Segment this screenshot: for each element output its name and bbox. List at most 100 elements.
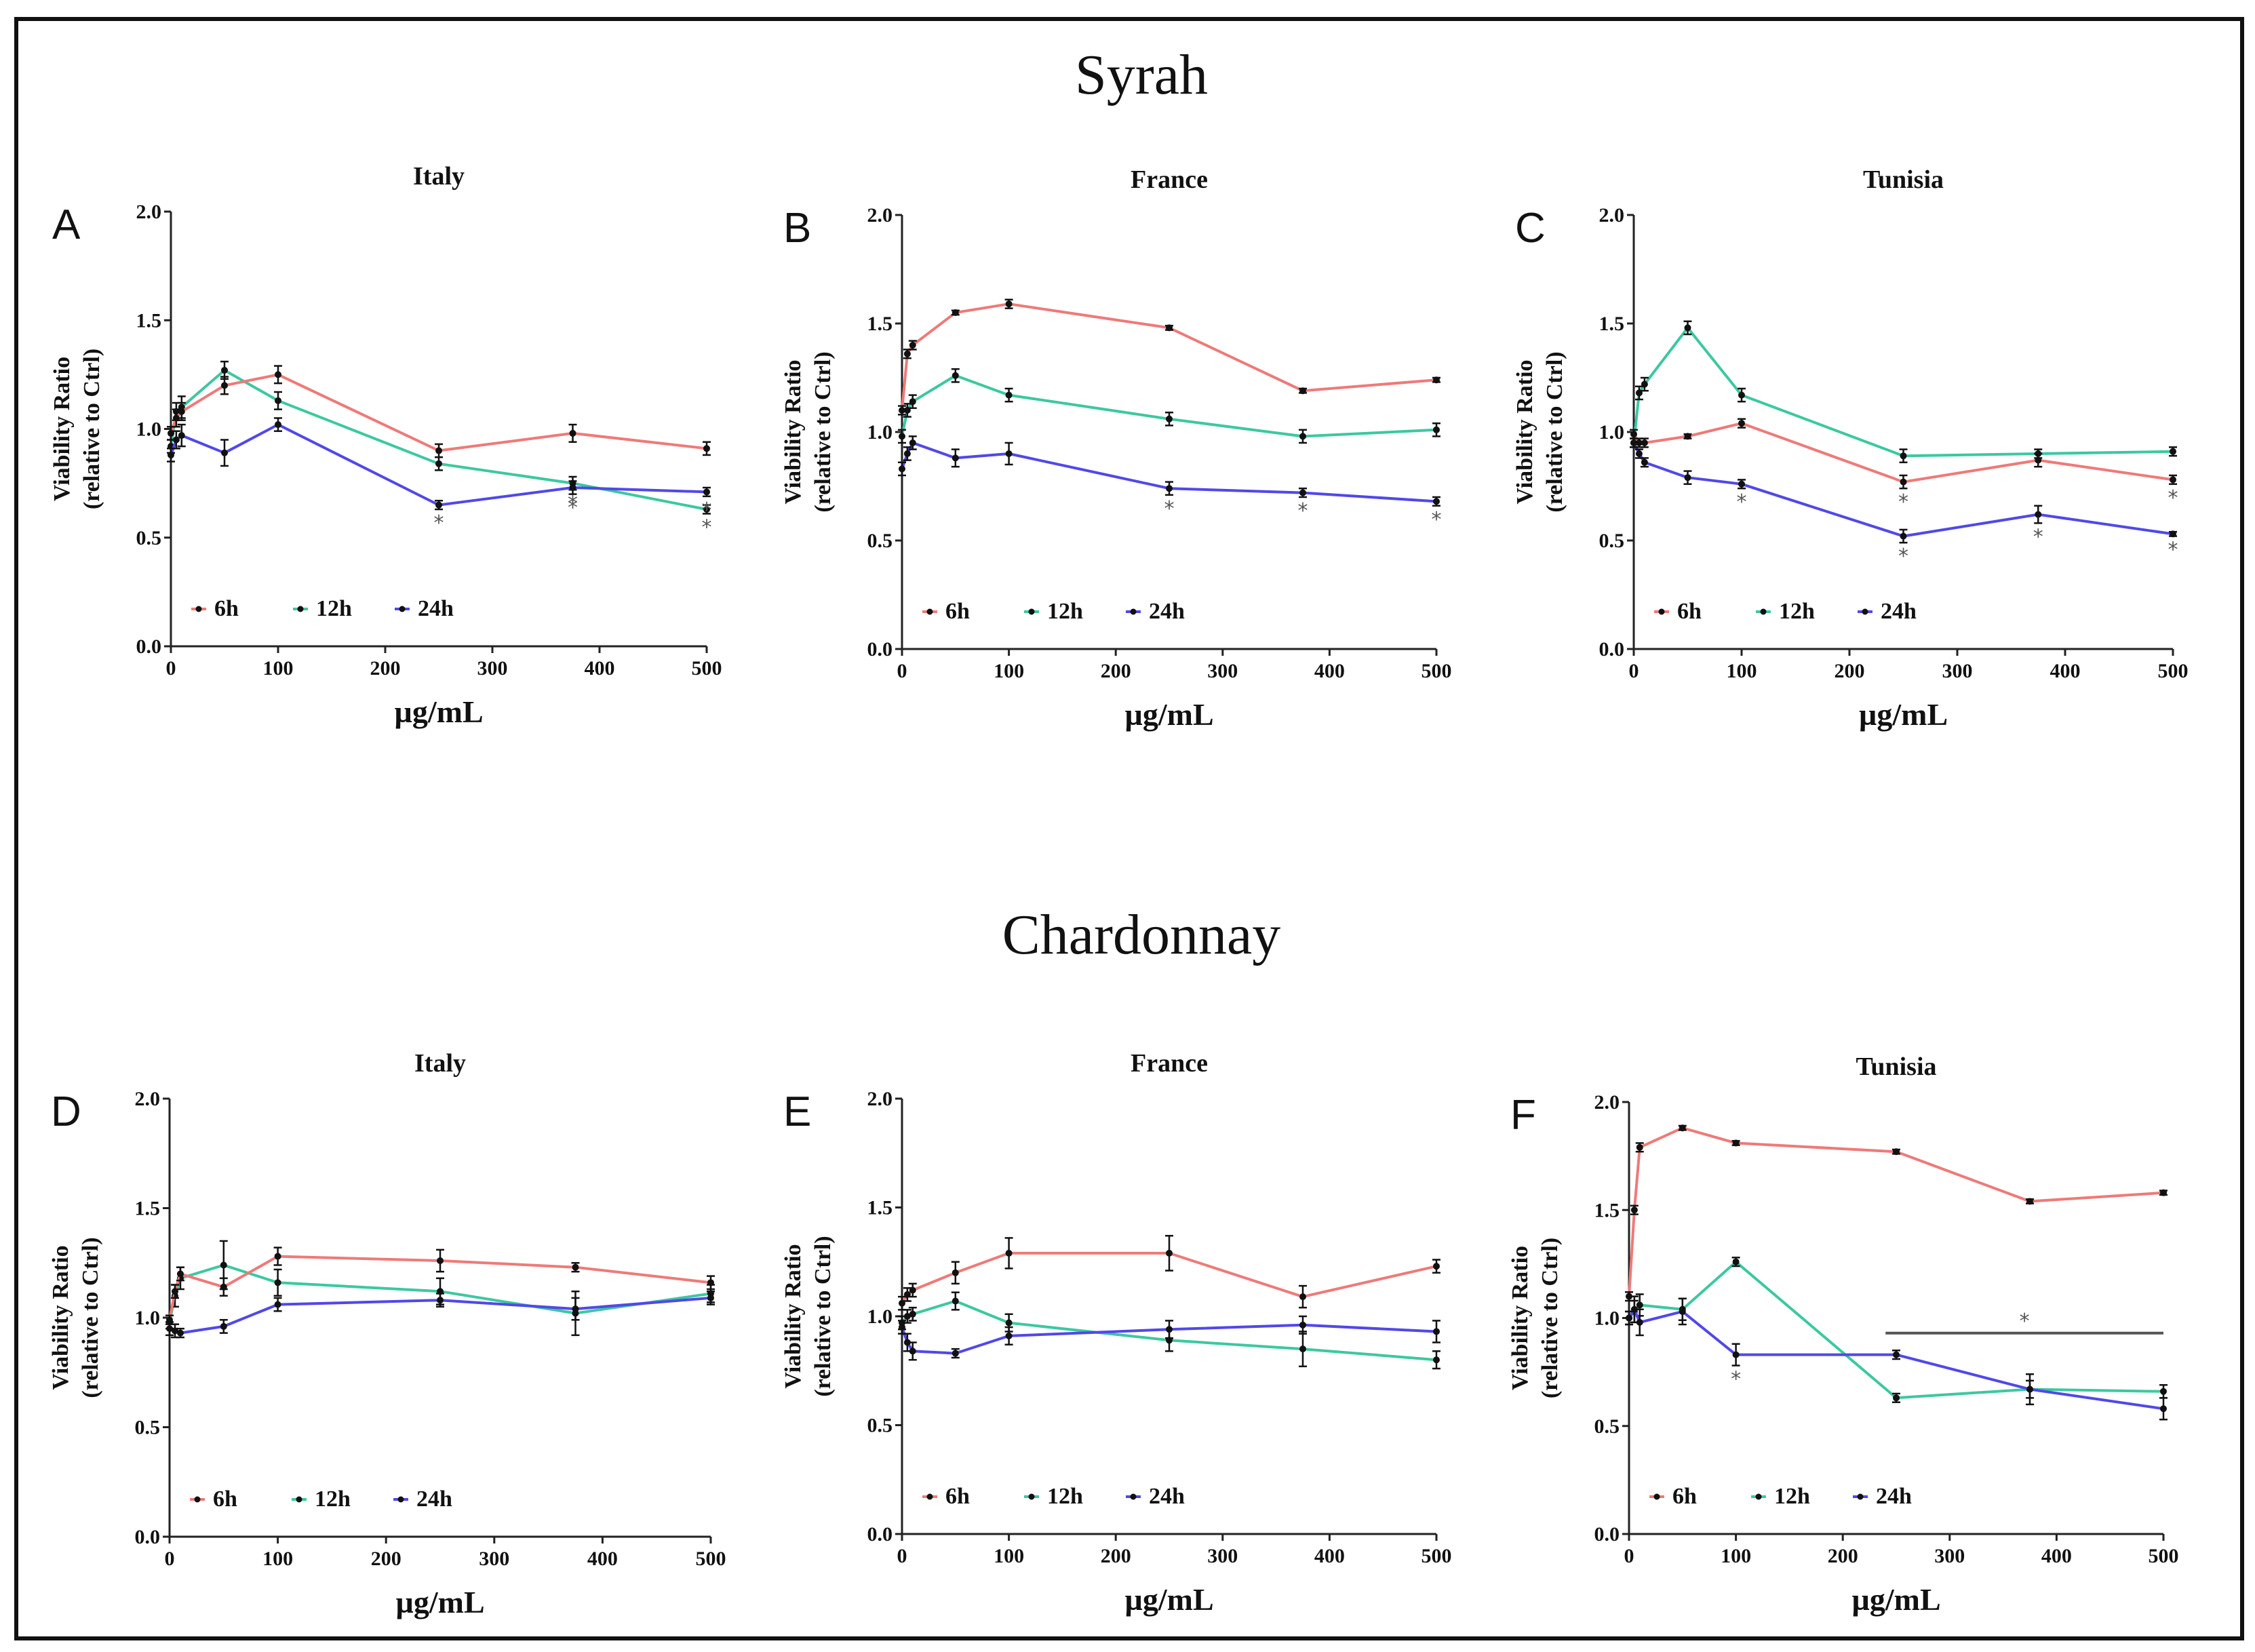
data-point-12h <box>1433 426 1440 433</box>
y-tick-label: 1.5 <box>1599 313 1625 335</box>
legend-marker <box>195 606 202 612</box>
data-point-24h <box>903 1339 911 1346</box>
y-tick-label: 2.0 <box>136 201 162 223</box>
data-point-6h <box>178 408 185 415</box>
x-tick-label: 200 <box>1101 1545 1131 1567</box>
panel-d: D Italy 0.0 0.5 1.0 1.5 2.0 0 100 200 300 400 500 µg/… <box>48 1049 726 1619</box>
data-point-6h <box>2160 1189 2167 1196</box>
y-tick-label: 0.5 <box>867 530 893 552</box>
section-title-chardonnay: Chardonnay <box>1002 903 1281 966</box>
legend-marker <box>1130 608 1137 615</box>
data-point-6h <box>1641 439 1648 446</box>
y-tick-label: 1.5 <box>1594 1199 1620 1221</box>
y-tick-label: 0.0 <box>867 1523 893 1546</box>
data-point-12h <box>1732 1258 1740 1265</box>
x-tick-label: 400 <box>1314 1545 1345 1567</box>
x-axis-label: µg/mL <box>1124 1582 1213 1617</box>
data-point-24h <box>909 439 916 446</box>
data-point-24h <box>220 1322 227 1330</box>
legend-label-6h: 6h <box>945 599 970 624</box>
data-point-12h <box>2160 1388 2167 1395</box>
data-point-12h <box>1433 1356 1440 1364</box>
x-tick-label: 400 <box>1314 660 1345 682</box>
x-tick-label: 500 <box>2158 660 2189 682</box>
panel-letter: F <box>1510 1092 1536 1139</box>
legend-label-24h: 24h <box>1876 1484 1912 1509</box>
x-tick-label: 300 <box>479 1548 509 1570</box>
data-point-12h <box>1738 391 1745 399</box>
significance-star: * <box>2033 525 2043 549</box>
x-tick-label: 500 <box>1421 660 1452 682</box>
data-point-24h <box>1299 489 1306 496</box>
data-point-6h <box>1630 1206 1638 1214</box>
data-point-12h <box>899 433 905 440</box>
data-point-24h <box>435 501 442 509</box>
legend-marker <box>296 1496 302 1503</box>
data-point-24h <box>899 465 905 473</box>
data-point-6h <box>899 407 905 414</box>
data-point-24h <box>168 451 174 458</box>
x-tick-label: 500 <box>1421 1545 1452 1567</box>
y-tick-label: 2.0 <box>1594 1091 1620 1114</box>
panel-title: Tunisia <box>1863 165 1944 194</box>
data-point-6h <box>2026 1198 2033 1205</box>
x-tick-label: 300 <box>1942 660 1973 682</box>
legend-label-6h: 6h <box>1672 1484 1697 1509</box>
y-tick-label: 0.5 <box>1599 530 1625 552</box>
x-tick-label: 100 <box>994 1545 1024 1567</box>
significance-bracket-label: * <box>2020 1310 2030 1333</box>
y-tick-label: 0.0 <box>1599 638 1625 661</box>
legend-label-24h: 24h <box>1149 599 1185 624</box>
x-axis-label: µg/mL <box>395 1585 484 1619</box>
data-point-12h <box>1893 1394 1900 1402</box>
data-point-24h <box>275 421 281 429</box>
data-point-6h <box>1433 1263 1440 1270</box>
y-axis-label: (relative to Ctrl) <box>79 349 104 509</box>
data-point-6h <box>437 1257 444 1265</box>
x-tick-label: 400 <box>2041 1545 2072 1567</box>
data-point-6h <box>703 445 710 452</box>
data-point-24h <box>1433 1328 1440 1335</box>
y-axis-label: Viability Ratio <box>1512 359 1537 504</box>
legend-marker <box>194 1496 201 1503</box>
legend-label-12h: 12h <box>1047 599 1083 624</box>
data-point-6h <box>909 342 916 349</box>
data-point-6h <box>1738 420 1745 427</box>
x-tick-label: 0 <box>165 1548 175 1570</box>
data-point-24h <box>1626 1314 1632 1322</box>
panel-title: Tunisia <box>1856 1053 1936 1081</box>
section-title-syrah: Syrah <box>1075 43 1208 106</box>
legend-marker <box>1653 1493 1660 1500</box>
legend-label-24h: 24h <box>416 1487 452 1512</box>
y-tick-label: 0.5 <box>1594 1415 1620 1438</box>
data-point-6h <box>1626 1293 1632 1300</box>
y-axis-label: Viability Ratio <box>1508 1246 1533 1390</box>
legend-marker <box>1857 1493 1864 1500</box>
data-point-12h <box>1900 452 1907 460</box>
data-point-6h <box>1005 1249 1013 1257</box>
panel-title: Italy <box>414 1049 466 1078</box>
data-point-24h <box>2026 1385 2033 1393</box>
y-tick-label: 1.0 <box>136 418 162 441</box>
y-tick-label: 1.0 <box>1599 421 1625 444</box>
x-tick-label: 200 <box>1835 660 1865 682</box>
legend-marker <box>1760 608 1767 615</box>
y-axis-label: (relative to Ctrl) <box>1542 351 1567 512</box>
data-point-24h <box>274 1301 281 1308</box>
x-tick-label: 500 <box>696 1548 726 1570</box>
legend-marker <box>399 606 406 612</box>
significance-star: * <box>702 515 712 539</box>
y-tick-label: 1.0 <box>135 1307 161 1329</box>
x-tick-label: 200 <box>1101 660 1131 682</box>
legend-marker <box>1658 608 1665 615</box>
data-point-6h <box>2170 476 2176 484</box>
y-tick-label: 2.0 <box>1599 204 1625 227</box>
data-point-6h <box>435 447 442 454</box>
data-point-12h <box>1299 1345 1306 1353</box>
data-point-6h <box>220 1283 227 1291</box>
y-tick-label: 1.0 <box>867 1305 893 1328</box>
data-point-12h <box>1299 433 1306 440</box>
y-tick-label: 0.5 <box>867 1415 893 1437</box>
data-point-12h <box>703 506 710 513</box>
x-tick-label: 300 <box>1207 1545 1238 1567</box>
